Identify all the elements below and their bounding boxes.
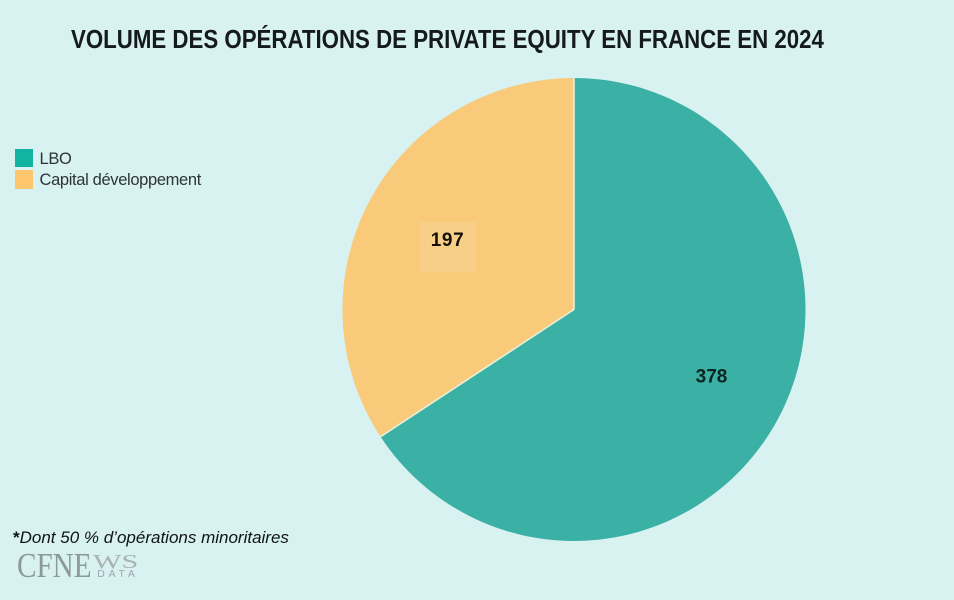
svg-text:197: 197 [431,230,465,251]
svg-text:378: 378 [696,366,728,387]
